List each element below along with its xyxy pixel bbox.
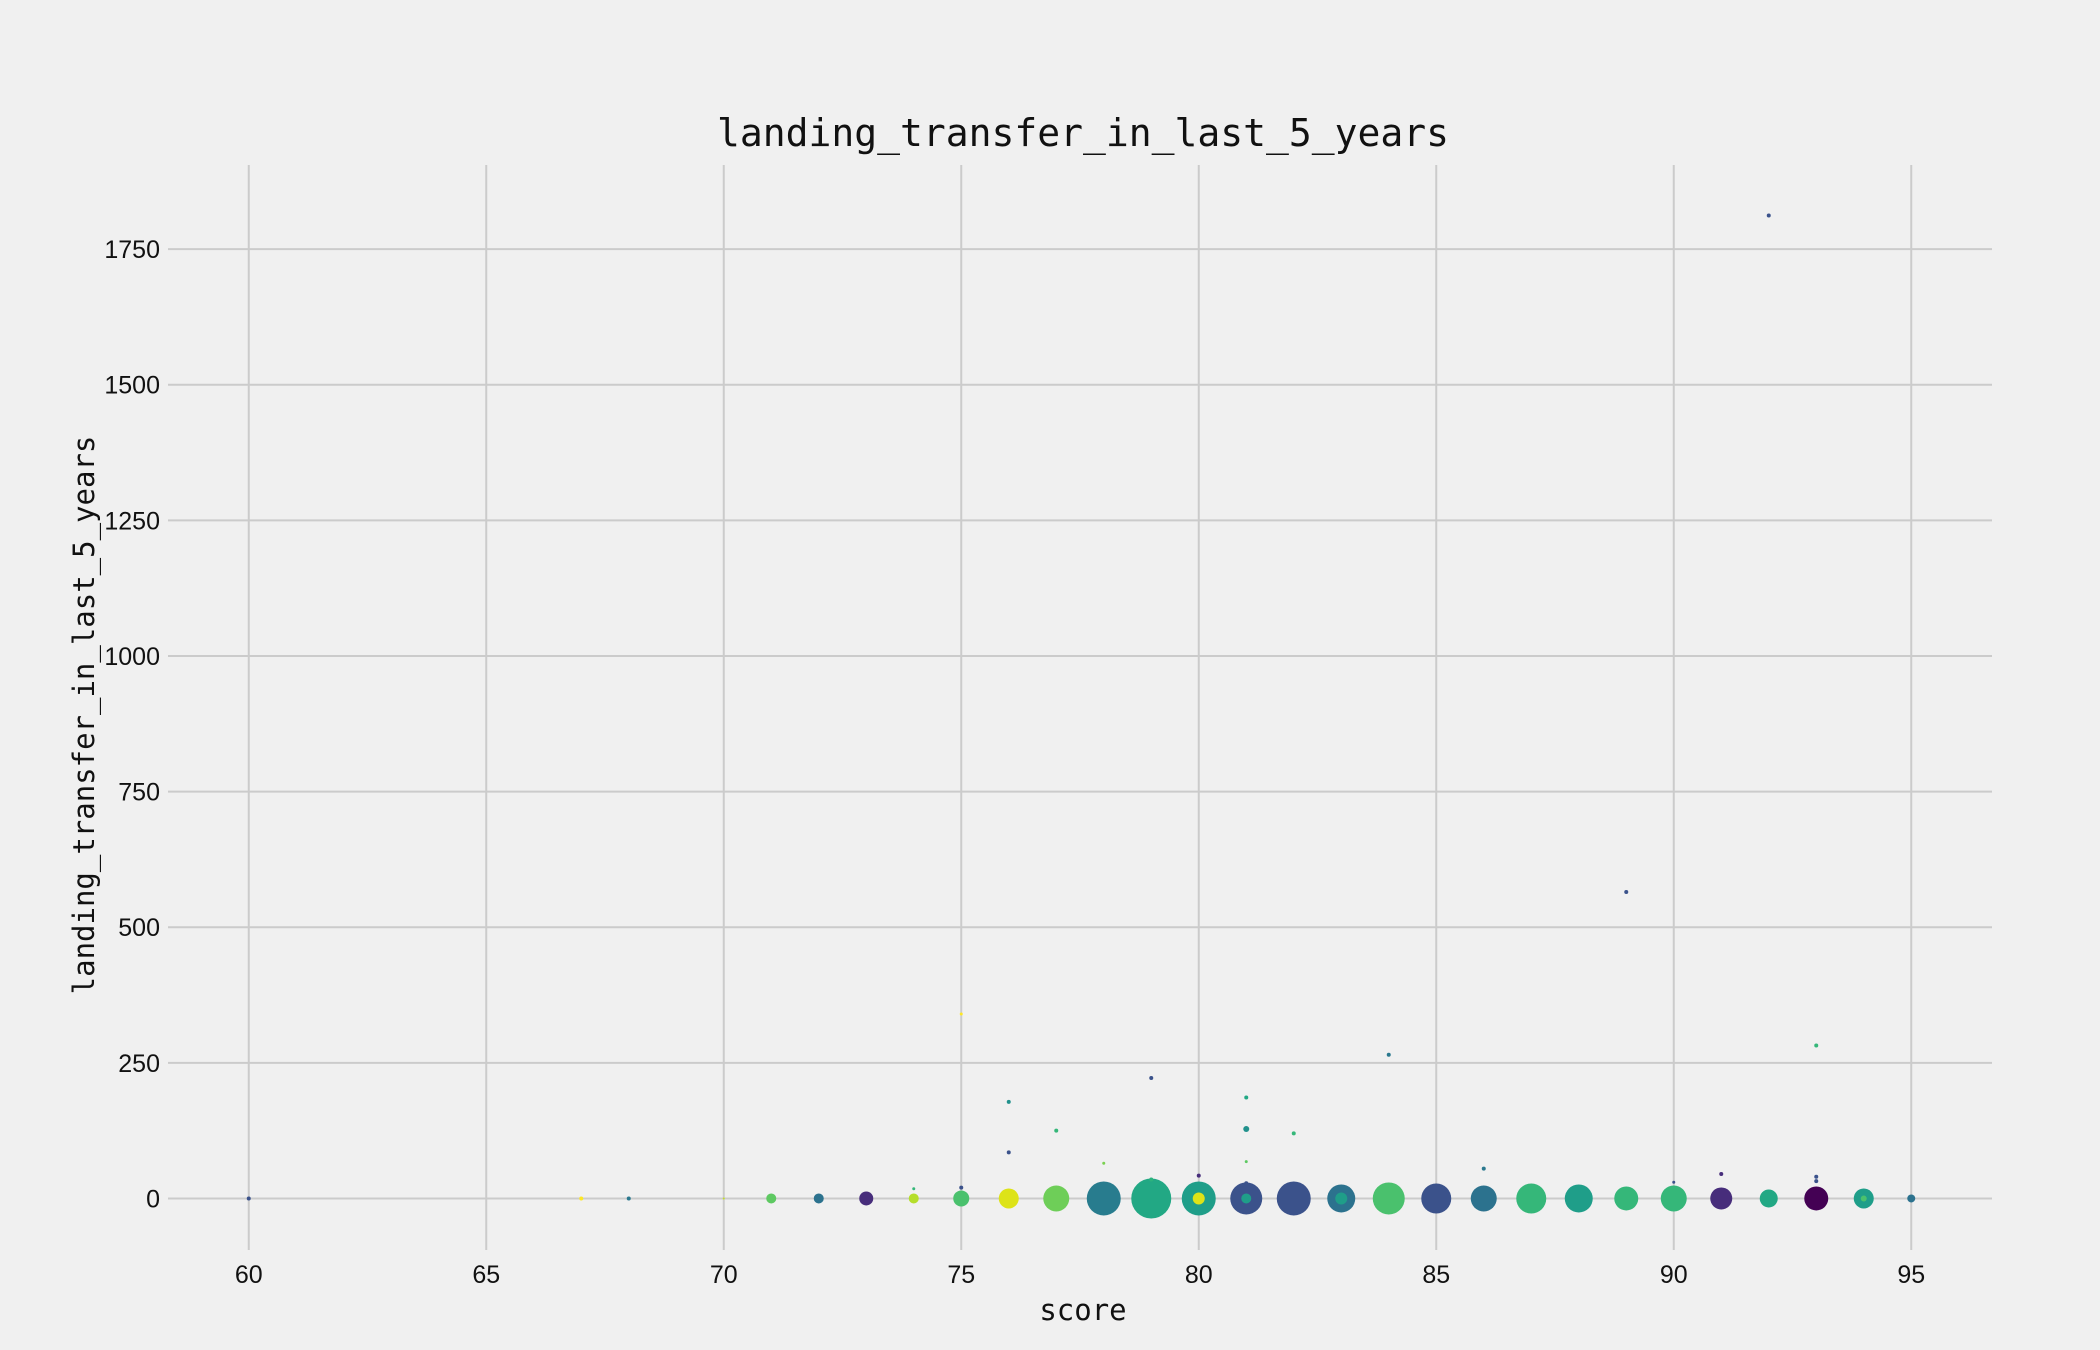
data-point (579, 1196, 584, 1201)
y-tick-label: 750 (118, 779, 160, 807)
data-point (1244, 1160, 1248, 1164)
data-point (1766, 213, 1771, 218)
data-point (1814, 1179, 1819, 1184)
data-point (1516, 1183, 1547, 1214)
data-point (959, 1191, 963, 1195)
data-point (1291, 1131, 1296, 1136)
data-point (1804, 1186, 1829, 1211)
x-tick-label: 80 (1185, 1261, 1213, 1289)
y-tick-label: 1000 (104, 643, 160, 671)
data-point (1481, 1166, 1486, 1171)
y-tick-label: 250 (118, 1050, 160, 1078)
data-point (1196, 1173, 1201, 1178)
y-tick-label: 500 (118, 914, 160, 942)
x-tick-label: 70 (710, 1261, 738, 1289)
x-tick-label: 95 (1897, 1261, 1925, 1289)
data-point (1814, 1043, 1819, 1048)
data-point (1470, 1185, 1497, 1212)
data-points (246, 213, 1916, 1219)
data-point (722, 1197, 725, 1200)
data-point (1759, 1189, 1778, 1208)
y-gridlines (168, 248, 1992, 1200)
data-point (246, 1196, 251, 1201)
data-point (1719, 1172, 1724, 1177)
data-point (1043, 1185, 1070, 1212)
data-point (1086, 1181, 1121, 1216)
data-point (1006, 1099, 1011, 1104)
data-point (1243, 1126, 1250, 1133)
data-point (1860, 1195, 1867, 1202)
data-point (859, 1191, 874, 1206)
x-tick-label: 60 (235, 1261, 263, 1289)
data-point (1244, 1181, 1249, 1186)
y-tick-label: 0 (146, 1185, 160, 1213)
data-point (1192, 1192, 1205, 1205)
data-point (1131, 1178, 1172, 1219)
data-point (1241, 1193, 1252, 1204)
data-point (1149, 1177, 1154, 1182)
data-point (1276, 1181, 1311, 1216)
data-point (1814, 1174, 1819, 1179)
x-tick-label: 85 (1422, 1261, 1450, 1289)
x-axis-label: score (1039, 1293, 1126, 1327)
y-tick-label: 1500 (104, 372, 160, 400)
y-tick-label: 1750 (104, 236, 160, 264)
y-tick-labels: 0 250 500 750 1000 1250 1500 1750 (104, 236, 160, 1213)
chart-title: landing_transfer_in_last_5_years (717, 111, 1449, 156)
data-point (1149, 1076, 1154, 1081)
data-point (912, 1187, 916, 1191)
x-tick-label: 65 (472, 1261, 500, 1289)
data-point (766, 1193, 777, 1204)
x-tick-labels: 60 65 70 75 80 85 90 95 (235, 1261, 1925, 1289)
data-point (1421, 1183, 1452, 1214)
data-point (1672, 1180, 1676, 1184)
y-tick-label: 1250 (104, 507, 160, 535)
data-point (1054, 1128, 1059, 1133)
data-point (908, 1193, 919, 1204)
data-point (1335, 1192, 1348, 1205)
x-tick-label: 90 (1660, 1261, 1688, 1289)
data-point (959, 1185, 964, 1190)
data-point (1660, 1185, 1687, 1212)
data-point (1386, 1052, 1391, 1057)
data-point (1564, 1184, 1593, 1213)
data-point (1907, 1194, 1916, 1203)
data-point (1710, 1187, 1733, 1210)
data-point (1372, 1182, 1405, 1215)
data-point (626, 1196, 631, 1201)
data-point (1102, 1161, 1106, 1165)
data-point (813, 1193, 824, 1204)
data-point (1624, 889, 1629, 894)
data-point (1006, 1150, 1011, 1155)
data-point (998, 1188, 1019, 1209)
x-gridlines (247, 165, 1913, 1250)
data-point (953, 1190, 970, 1207)
x-tick-label: 75 (947, 1261, 975, 1289)
y-axis-label: landing_transfer_in_last_5_years (67, 436, 102, 995)
data-point (1244, 1095, 1249, 1100)
data-point (1614, 1186, 1639, 1211)
data-point (959, 1012, 963, 1016)
